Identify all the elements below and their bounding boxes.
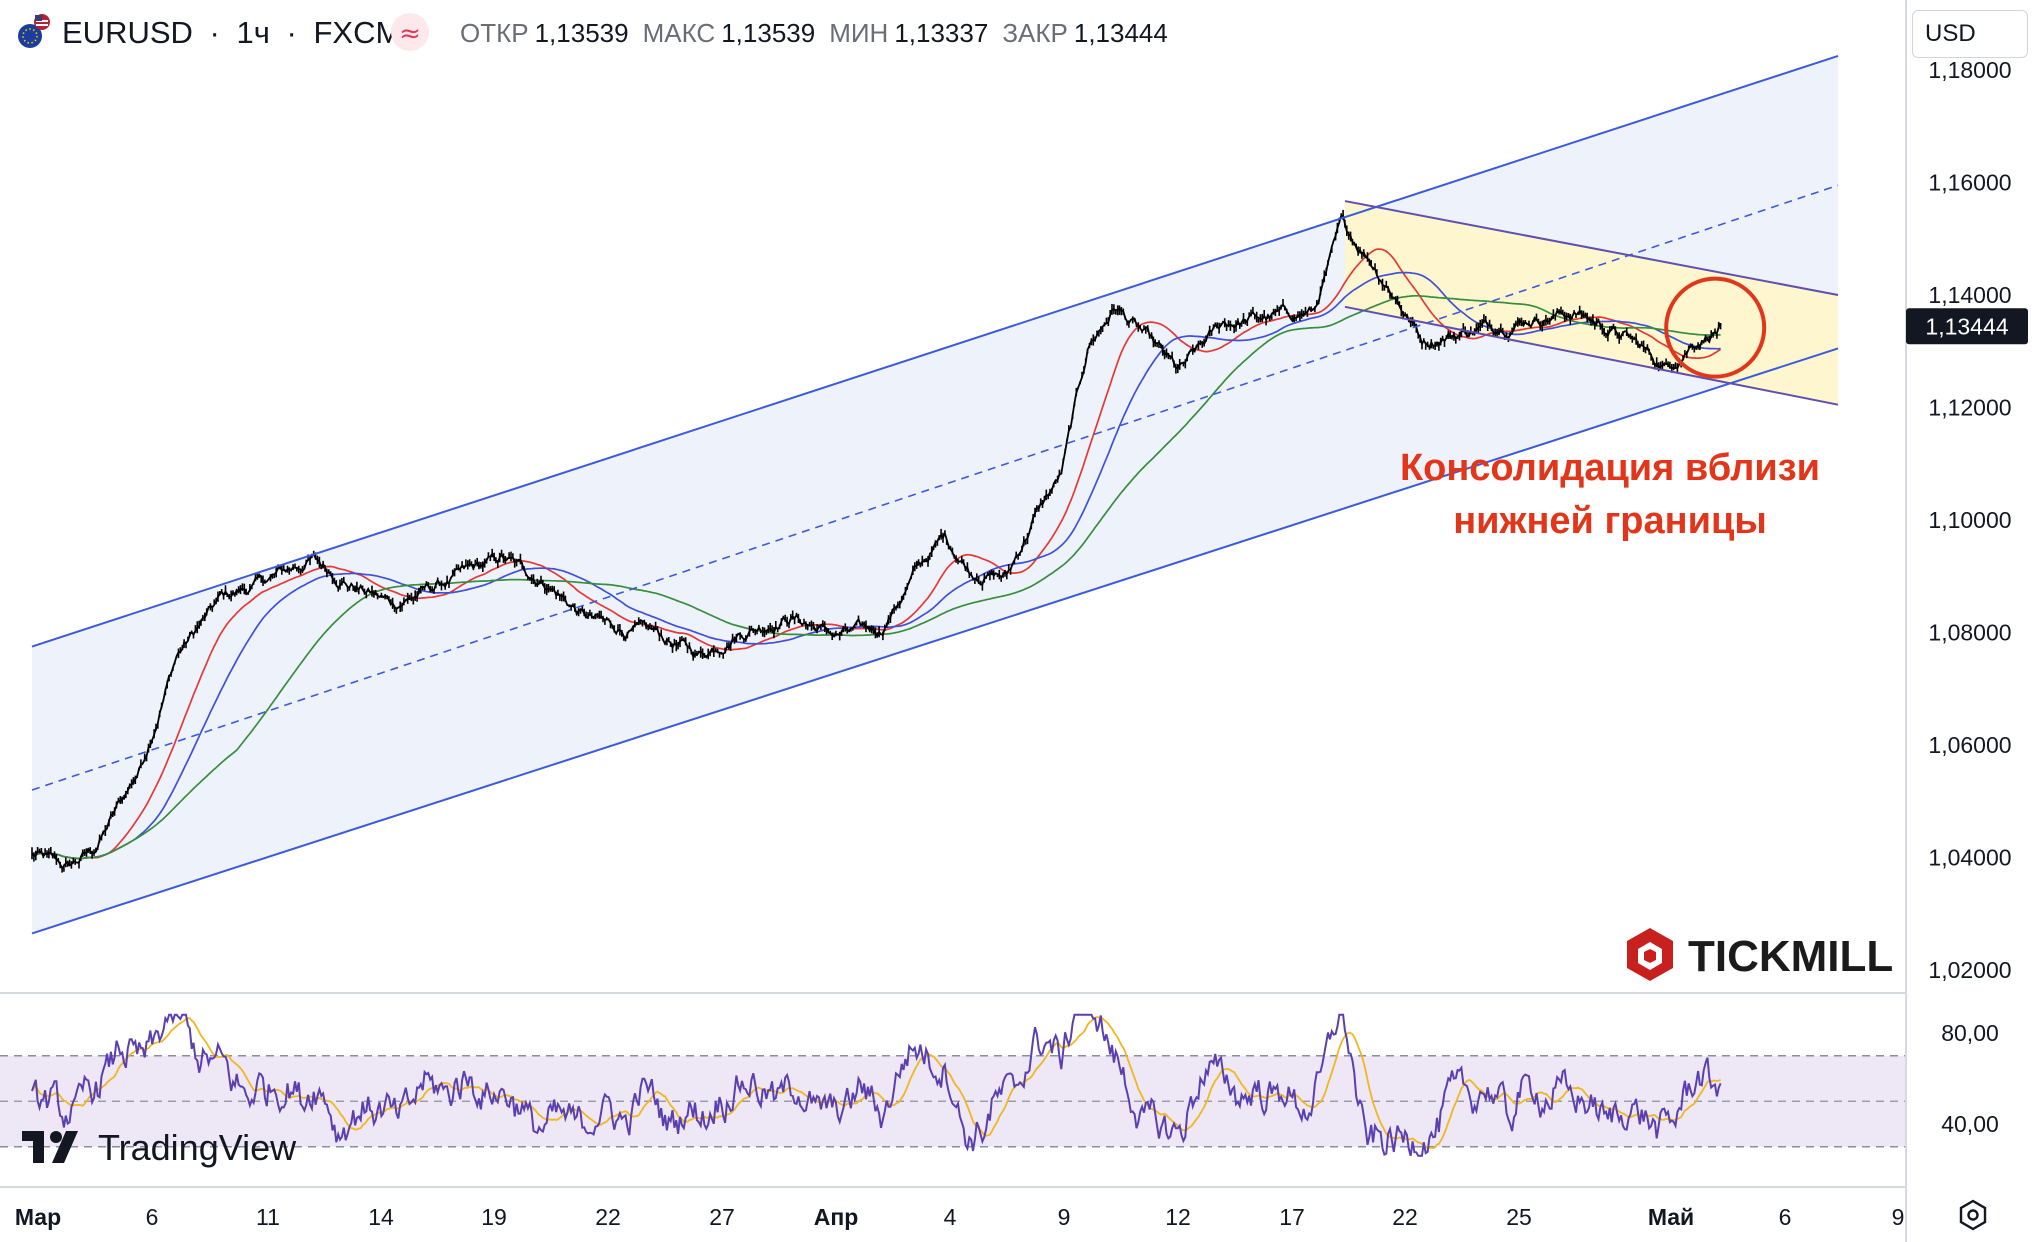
tradingview-wordmark: TradingView <box>98 1127 297 1168</box>
settings-gear-icon[interactable] <box>1959 1199 1987 1231</box>
price-tick-label: 1,08000 <box>1928 620 2011 646</box>
rsi-pane[interactable] <box>0 1013 1906 1157</box>
consolidation-upper-line[interactable] <box>1344 200 1839 296</box>
eu-us-flag-icon <box>18 14 50 48</box>
price-tick-label: 1,02000 <box>1928 957 2011 983</box>
price-tick-label: 1,12000 <box>1928 395 2011 421</box>
time-tick-label: 17 <box>1279 1204 1305 1230</box>
header-bar: EURUSD · 1ч · FXCM ≈ ОТКР 1,13539 МАКС 1,13… <box>0 0 1250 62</box>
last-price-value: 1,13444 <box>1925 313 2008 339</box>
time-tick-label: Апр <box>814 1204 859 1230</box>
price-tick-label: 1,14000 <box>1928 282 2011 308</box>
time-tick-label: 22 <box>1392 1204 1418 1230</box>
currency-value: USD <box>1925 20 1976 47</box>
rsi-tick-label: 80,00 <box>1941 1020 1999 1046</box>
time-tick-label: 22 <box>595 1204 621 1230</box>
time-tick-label: 14 <box>368 1204 394 1230</box>
ohlc-values: ОТКР 1,13539 МАКС 1,13539 МИН 1,13337 ЗАКР 1,13… <box>460 18 1168 48</box>
tickmill-logo: TICKMILL <box>1627 928 1893 981</box>
svg-text:≈: ≈ <box>399 19 421 49</box>
rsi-tick-label: 40,00 <box>1941 1111 1999 1137</box>
time-tick-label: 9 <box>1058 1204 1071 1230</box>
symbol-name: EURUSD <box>62 15 193 50</box>
tradingview-logo: TradingView <box>22 1127 297 1168</box>
tradingview-logo-icon <box>22 1131 78 1163</box>
ohlc-value: 1,13337 <box>894 18 988 48</box>
time-tick-label: Май <box>1648 1204 1694 1230</box>
consolidation-lower-line[interactable] <box>1344 305 1839 406</box>
data-source: FXCM <box>313 15 401 50</box>
time-tick-label: 6 <box>146 1204 159 1230</box>
ohlc-label: ОТКР <box>460 18 529 48</box>
annotation-line2: нижней границы <box>1453 500 1767 542</box>
time-tick-label: 6 <box>1779 1204 1792 1230</box>
time-tick-label: Мар <box>15 1204 61 1230</box>
channel-fill <box>32 55 1838 934</box>
rsi-axis[interactable]: 80,00 40,00 <box>1941 1020 1999 1137</box>
time-tick-label: 25 <box>1506 1204 1532 1230</box>
time-tick-label: 9 <box>1892 1204 1905 1230</box>
time-tick-label: 27 <box>709 1204 735 1230</box>
highlight-circle[interactable] <box>1664 276 1767 379</box>
ma-mid-line <box>31 271 1721 860</box>
channel-upper-line[interactable] <box>31 54 1839 648</box>
last-price-label: 1,13444 <box>1906 308 2028 345</box>
time-tick-label: 12 <box>1165 1204 1191 1230</box>
timeframe: 1ч <box>236 15 269 50</box>
channel-mid-line[interactable] <box>31 184 1839 791</box>
price-tick-label: 1,04000 <box>1928 845 2011 871</box>
channel-lower-line[interactable] <box>31 347 1839 935</box>
approx-icon[interactable]: ≈ <box>391 13 429 51</box>
price-tick-label: 1,06000 <box>1928 732 2011 758</box>
price-tick-label: 1,10000 <box>1928 507 2011 533</box>
time-axis[interactable]: Мар 6 11 14 19 22 27 Апр 4 9 12 17 22 25 Май 6 9 <box>15 1204 1905 1230</box>
ohlc-label: ЗАКР <box>1002 18 1068 48</box>
ohlc-label: МАКС <box>643 18 716 48</box>
ohlc-value: 1,13444 <box>1074 18 1168 48</box>
currency-selector[interactable]: USD <box>1912 10 2028 58</box>
tickmill-wordmark: TICKMILL <box>1688 932 1893 981</box>
price-tick-label: 1,16000 <box>1928 170 2011 196</box>
price-pane[interactable]: Консолидация вблизи нижней границы <box>31 54 1839 935</box>
ma-fast-line <box>31 248 1722 860</box>
header-sep-2: · <box>287 15 297 50</box>
ohlc-value: 1,13539 <box>535 18 629 48</box>
header-sep-1: · <box>210 15 220 50</box>
symbol-title[interactable]: EURUSD · 1ч · FXCM <box>62 15 401 50</box>
ohlc-value: 1,13539 <box>721 18 815 48</box>
price-tick-label: 1,18000 <box>1928 57 2011 83</box>
rsi-line <box>31 1013 1722 1157</box>
price-axis[interactable]: 1,18000 1,16000 1,14000 1,12000 1,10000 1,080… <box>1928 57 2011 983</box>
annotation-line1: Консолидация вблизи <box>1400 447 1820 489</box>
ohlc-label: МИН <box>829 18 888 48</box>
time-tick-label: 11 <box>256 1204 280 1230</box>
time-tick-label: 4 <box>944 1204 957 1230</box>
time-tick-label: 19 <box>481 1204 507 1230</box>
